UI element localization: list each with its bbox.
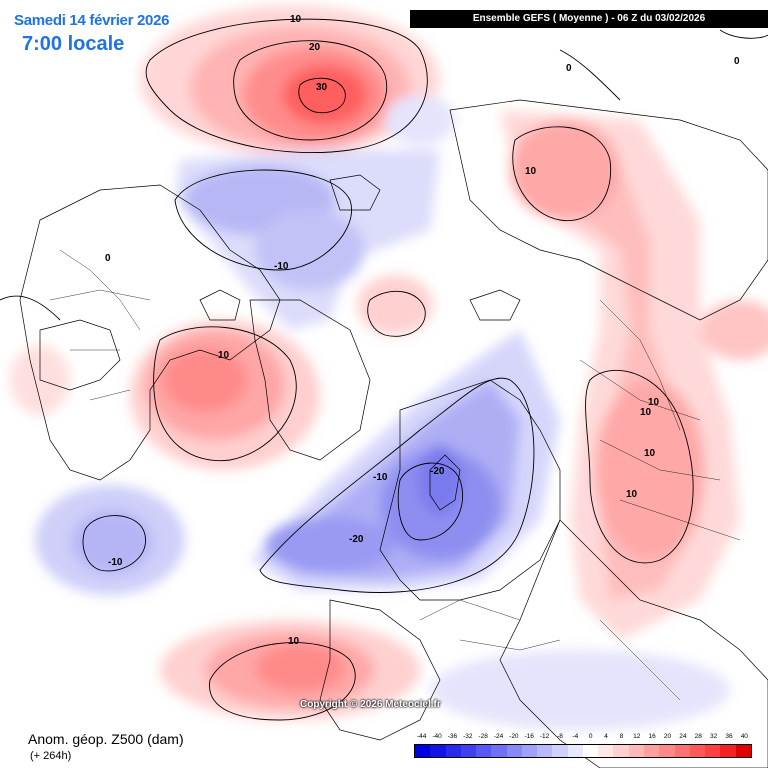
color-scale-swatch bbox=[628, 745, 644, 757]
color-scale-label: 32 bbox=[709, 733, 718, 740]
color-scale-swatch bbox=[476, 745, 492, 757]
color-scale-label: 16 bbox=[648, 733, 656, 740]
forecast-lead-time: (+ 264h) bbox=[30, 750, 72, 762]
color-scale-label: -8 bbox=[557, 733, 563, 740]
contour-label-siberia-0: 0 bbox=[566, 63, 572, 74]
color-scale-swatch bbox=[415, 745, 431, 757]
contour-label-russia-10b: 10 bbox=[640, 407, 652, 418]
color-scale-label: -40 bbox=[432, 733, 442, 740]
color-scale-swatch bbox=[643, 745, 660, 757]
contour-label-arctic-minus10: -10 bbox=[274, 261, 289, 272]
contour-label-atlantic-minus20: -20 bbox=[349, 534, 364, 545]
contour-label-canada-0: 0 bbox=[105, 253, 111, 264]
color-scale-label: -32 bbox=[463, 733, 473, 740]
color-scale-label: -44 bbox=[416, 733, 427, 740]
contour-label-asia-10: 10 bbox=[525, 166, 537, 177]
model-run-banner: Ensemble GEFS ( Moyenne ) - 06 Z du 03/0… bbox=[410, 10, 768, 28]
contour-label-group: 10 20 30 0 0 10 -10 0 10 10 10 10 10 -20… bbox=[105, 14, 740, 647]
color-scale-label: 24 bbox=[679, 733, 687, 740]
borders bbox=[49, 249, 741, 701]
color-scale-label: 12 bbox=[633, 733, 641, 740]
color-scale-swatch bbox=[582, 745, 599, 757]
contour-label-north-20: 20 bbox=[309, 42, 321, 53]
color-scale-swatch bbox=[613, 745, 629, 757]
color-scale-swatch bbox=[598, 745, 614, 757]
coastlines bbox=[19, 99, 768, 768]
color-scale-label: 20 bbox=[663, 733, 672, 740]
color-scale-swatch bbox=[506, 745, 522, 757]
color-scale-swatch bbox=[735, 745, 751, 757]
color-scale-label: -20 bbox=[509, 733, 519, 740]
color-scale-swatch bbox=[460, 745, 477, 757]
color-scale-label: 36 bbox=[725, 733, 733, 740]
color-scale-swatch bbox=[445, 745, 461, 757]
color-scale-label: 28 bbox=[694, 733, 702, 740]
contour-label-scandi-minus20: -20 bbox=[430, 466, 445, 477]
color-scale-label: -16 bbox=[524, 733, 534, 740]
color-scale-label: 0 bbox=[588, 733, 593, 740]
color-scale-label: -28 bbox=[478, 733, 488, 740]
contour-label-pacific-minus10: -10 bbox=[108, 557, 123, 568]
color-scale-swatch bbox=[552, 745, 568, 757]
color-scale-label: -36 bbox=[447, 733, 458, 740]
copyright-notice: Copyright © 2026 Meteociel.fr bbox=[300, 699, 441, 710]
color-scale-swatch bbox=[659, 745, 675, 757]
color-scale-swatch bbox=[720, 745, 736, 757]
contour-label-russia-10c: 10 bbox=[644, 448, 656, 459]
contour-label-russia-10d: 10 bbox=[626, 489, 638, 500]
color-scale-label: 4 bbox=[604, 733, 608, 740]
color-scale-label: -4 bbox=[572, 733, 579, 740]
color-scale-swatch bbox=[430, 745, 446, 757]
contour-label-med-10: 10 bbox=[288, 636, 300, 647]
contour-label-north-10: 10 bbox=[290, 14, 302, 25]
contour-label-scandi-minus10: -10 bbox=[373, 472, 388, 483]
color-scale: -44 -40 -36 -32 -28 -24 -20 -16 -12 -8 -4 0 4 8 12 16 20… bbox=[414, 733, 752, 758]
color-scale-swatch bbox=[689, 745, 706, 757]
contour-label-north-30: 30 bbox=[316, 82, 328, 93]
anomaly-contours bbox=[0, 18, 768, 721]
color-scale-label: -12 bbox=[539, 733, 550, 740]
color-scale-swatch bbox=[567, 745, 583, 757]
color-scale-swatch bbox=[674, 745, 690, 757]
color-scale-label: 8 bbox=[619, 733, 624, 740]
color-scale-swatch bbox=[521, 745, 538, 757]
color-scale-swatch bbox=[705, 745, 721, 757]
color-scale-label: 40 bbox=[740, 733, 748, 740]
contour-label-ne-0: 0 bbox=[734, 56, 740, 67]
contour-label-russia-10a: 10 bbox=[648, 397, 660, 408]
anomaly-shading bbox=[10, 5, 768, 730]
forecast-time: 7:00 locale bbox=[22, 33, 125, 55]
color-scale-swatch bbox=[491, 745, 507, 757]
color-scale-labels: -44 -40 -36 -32 -28 -24 -20 -16 -12 -8 -4 0 4 8 12 16 20… bbox=[414, 733, 752, 743]
legend-title: Anom. géop. Z500 (dam) bbox=[28, 731, 184, 747]
forecast-date: Samedi 14 février 2026 bbox=[14, 12, 170, 29]
color-scale-label: -24 bbox=[493, 733, 504, 740]
contour-label-hudson-10: 10 bbox=[218, 350, 230, 361]
color-scale-swatch bbox=[537, 745, 553, 757]
color-scale-bar bbox=[414, 744, 752, 758]
